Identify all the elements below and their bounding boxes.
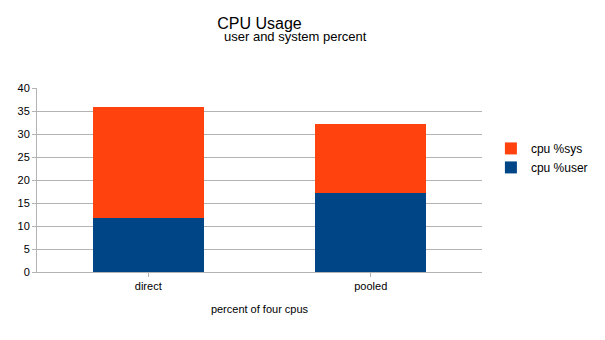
svg-text:10: 10 [18, 220, 30, 232]
svg-text:percent of four cpus: percent of four cpus [211, 303, 309, 315]
svg-text:40: 40 [18, 82, 30, 94]
svg-text:CPU Usage: CPU Usage [217, 15, 302, 32]
svg-text:0: 0 [24, 266, 30, 278]
svg-text:20: 20 [18, 174, 30, 186]
svg-text:direct: direct [135, 280, 162, 292]
svg-text:35: 35 [18, 105, 30, 117]
svg-text:pooled: pooled [354, 280, 387, 292]
svg-text:5: 5 [24, 243, 30, 255]
svg-text:user and system percent: user and system percent [224, 29, 367, 44]
svg-text:cpu %user: cpu %user [531, 161, 588, 175]
svg-text:cpu %sys: cpu %sys [531, 142, 582, 156]
svg-text:25: 25 [18, 151, 30, 163]
svg-text:30: 30 [18, 128, 30, 140]
svg-text:15: 15 [18, 197, 30, 209]
